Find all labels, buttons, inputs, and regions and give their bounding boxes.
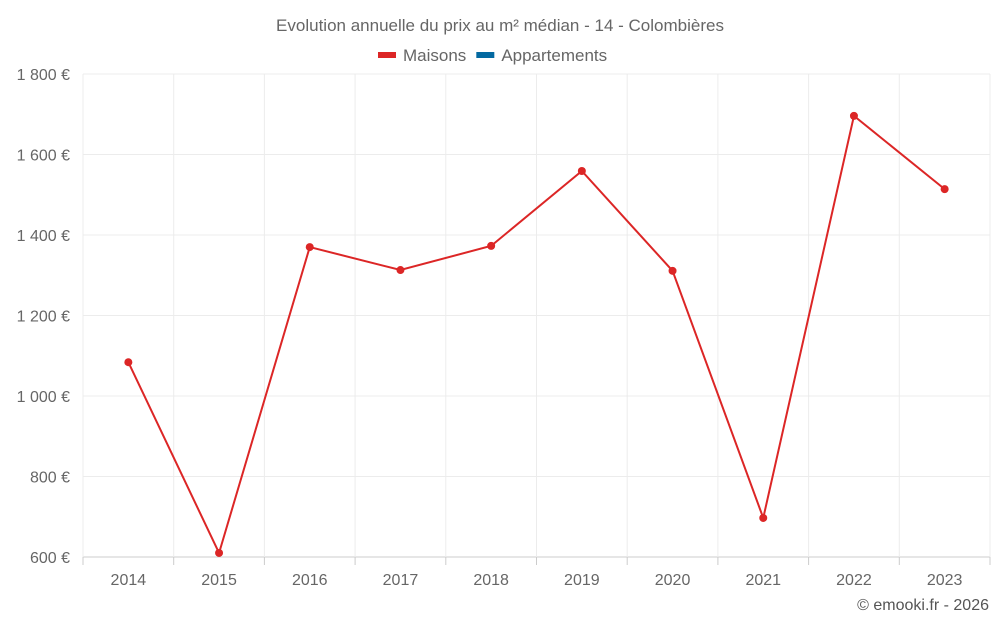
credit-text: © emooki.fr - 2026: [857, 597, 989, 614]
y-tick-label: 1 200 €: [17, 309, 70, 326]
data-point: [940, 185, 949, 194]
legend: Maisons Appartements: [378, 46, 607, 65]
y-tick-label: 1 000 €: [17, 389, 70, 406]
legend-label-maisons: Maisons: [403, 46, 466, 65]
axes: 600 € 800 € 1 000 € 1 200 € 1 400 € 1 600 € 1 …: [17, 67, 991, 589]
data-point: [124, 358, 133, 367]
y-tick-label: 1 600 €: [17, 148, 70, 165]
data-point: [215, 548, 224, 557]
series-line-maisons: [127, 114, 946, 556]
legend-swatch-maisons: [378, 52, 396, 58]
y-tick-label: 600 €: [30, 550, 70, 567]
y-tick-label: 800 €: [30, 470, 70, 487]
x-tick-label: 2022: [836, 572, 872, 589]
data-point: [487, 241, 496, 250]
x-tick-label: 2021: [745, 572, 781, 589]
data-point: [759, 513, 768, 522]
data-point: [668, 266, 677, 275]
x-tick-label: 2016: [292, 572, 328, 589]
series: [124, 111, 949, 557]
x-tick-label: 2023: [927, 572, 963, 589]
legend-label-appartements: Appartements: [501, 46, 607, 65]
x-tick-label: 2017: [383, 572, 419, 589]
x-tick-label: 2018: [473, 572, 509, 589]
data-point: [305, 243, 314, 252]
data-point: [849, 111, 858, 120]
chart-title: Evolution annuelle du prix au m² médian …: [276, 16, 724, 35]
x-tick-label: 2014: [111, 572, 147, 589]
y-tick-label: 1 800 €: [17, 67, 70, 84]
y-tick-label: 1 400 €: [17, 228, 70, 245]
x-tick-label: 2020: [655, 572, 691, 589]
x-tick-label: 2019: [564, 572, 600, 589]
data-point: [396, 266, 405, 275]
x-tick-label: 2015: [201, 572, 237, 589]
data-point: [577, 167, 586, 176]
legend-swatch-appartements: [476, 52, 495, 58]
grid: [82, 73, 991, 558]
